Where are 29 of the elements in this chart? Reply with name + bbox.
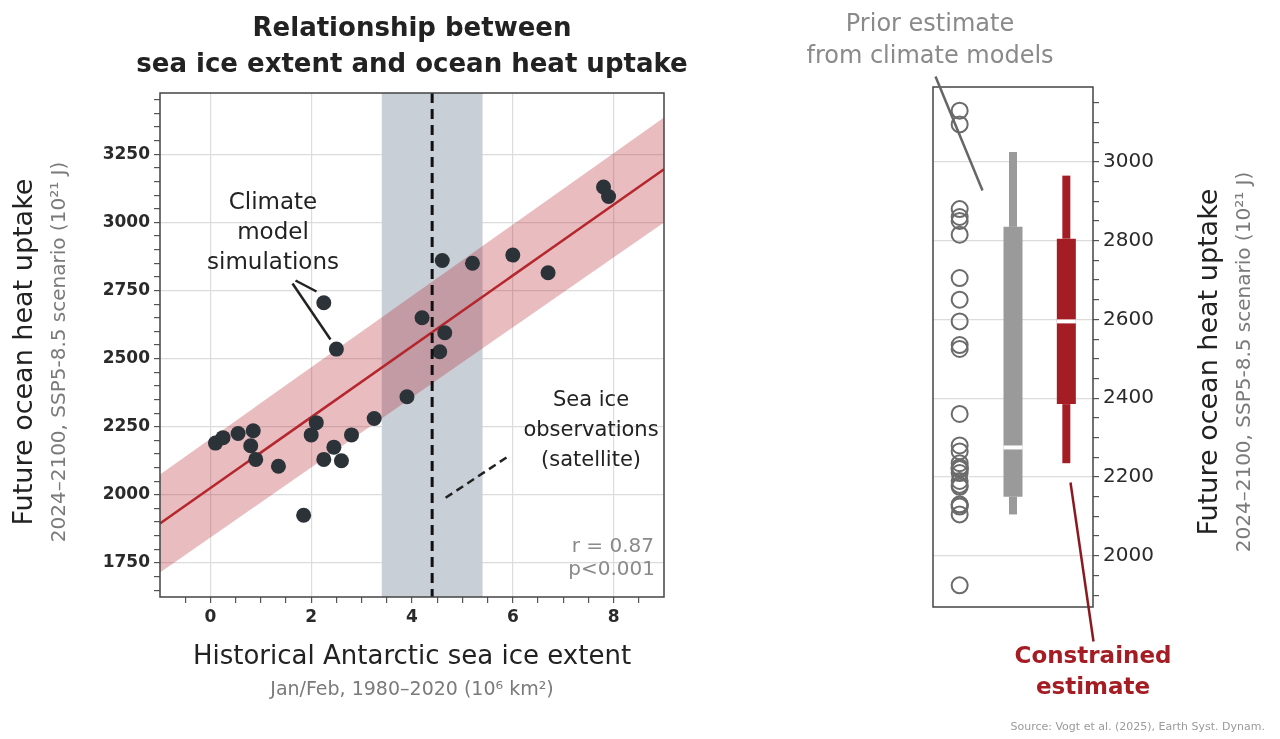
source-note: Source: Vogt et al. (2025), Earth Syst. Dynam.	[1010, 719, 1265, 733]
x-tick-label: 4	[406, 605, 419, 626]
y-tick-label: 2800	[1103, 226, 1154, 251]
y-tick-label: 1750	[102, 551, 151, 572]
y-tick-label: 2500	[102, 347, 151, 368]
x-axis-title: Historical Antarctic sea ice extent Jan/Feb, 1980–2020 (10⁶ km²)	[192, 639, 632, 699]
x-tick-label: 6	[506, 605, 519, 626]
x-tick-label: 2	[305, 605, 318, 626]
y-tick-label: 3000	[102, 210, 151, 231]
y-tick-label: 2600	[1103, 305, 1154, 330]
y-axis-title: Future ocean heat uptake 2024–2100, SSP5-8.5 scenario (10²¹ J)	[1192, 171, 1256, 553]
x-tick-label: 8	[607, 605, 620, 626]
chart-title: Relationship between sea ice extent and ocean heat uptake	[136, 11, 688, 78]
y-axis-title: Future ocean heat uptake 2024–2100, SSP5-8.5 scenario (10²¹ J)	[7, 161, 71, 543]
annotation: p<0.001	[568, 556, 655, 581]
annotation: r = 0.87	[571, 533, 654, 558]
y-tick-label: 3000	[1103, 148, 1154, 173]
text: Prior estimate from climate models	[806, 9, 1054, 70]
annotation: Climate model simulations	[207, 187, 339, 274]
y-tick-label: 2000	[102, 483, 151, 504]
text: Constrained estimate	[1014, 641, 1172, 699]
ref-line-label: Sea ice observations (satellite)	[523, 387, 659, 472]
y-tick-label: 2250	[102, 415, 151, 436]
y-tick-label: 2400	[1103, 384, 1154, 409]
y-tick-label: 2750	[102, 278, 151, 299]
y-tick-label: 2000	[1103, 541, 1154, 566]
y-tick-label: 3250	[102, 142, 151, 163]
x-tick-label: 0	[204, 605, 217, 626]
y-tick-label: 2200	[1103, 463, 1154, 488]
